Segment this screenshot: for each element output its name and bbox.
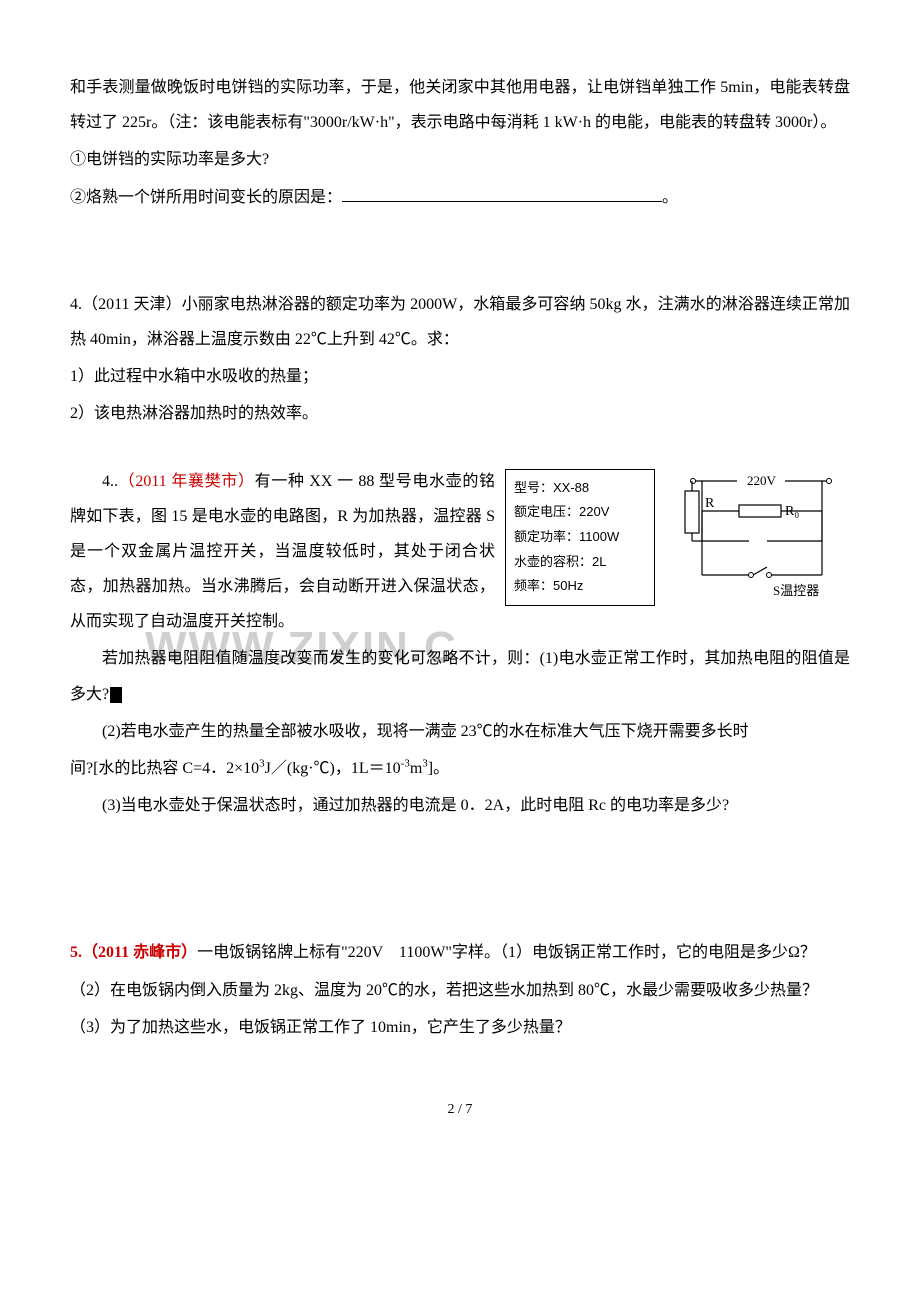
figures-container: 型号：XX-88 额定电压：220V 额定功率：1100W 水壶的容积：2L 频… xyxy=(505,469,850,617)
nameplate-model: 型号：XX-88 xyxy=(514,476,646,501)
text-cursor xyxy=(110,687,122,703)
circuit-svg: 220V R R₀ xyxy=(667,469,847,604)
paragraph-2: ①电饼铛的实际功率是多大? xyxy=(70,142,850,177)
q5-part2: （2）在电饭锅内倒入质量为 2kg、温度为 20℃的水，若把这些水加热到 80℃… xyxy=(70,973,850,1008)
q4-xiangfan-part3: (3)当电水壶处于保温状态时，通过加热器的电流是 0．2A，此时电阻 Rc 的电… xyxy=(70,788,850,823)
q4-xiangfan-year: （2011 年襄樊市） xyxy=(118,473,255,490)
q5-chifeng: 5.（2011 赤峰市）一电饭锅铭牌上标有"220V 1100W"字样。（1）电… xyxy=(70,935,850,970)
circuit-diagram: 220V R R₀ xyxy=(667,469,847,617)
q5-body: 一电饭锅铭牌上标有"220V 1100W"字样。（1）电饭锅正常工作时，它的电阻… xyxy=(197,944,816,961)
spacer xyxy=(70,217,850,287)
power-label: 额定功率： xyxy=(514,529,579,544)
circuit-s-label: S温控器 xyxy=(773,583,819,598)
freq-label: 频率： xyxy=(514,578,553,593)
q4-xiangfan-num: 4.. xyxy=(102,473,118,490)
capacity-value: 2L xyxy=(592,554,606,569)
model-value: XX-88 xyxy=(553,480,589,495)
nameplate-box: 型号：XX-88 额定电压：220V 额定功率：1100W 水壶的容积：2L 频… xyxy=(505,469,655,606)
spacer xyxy=(70,825,850,935)
capacity-label: 水壶的容积： xyxy=(514,554,592,569)
document-content: 和手表测量做晚饭时电饼铛的实际功率，于是，他关闭家中其他用电器，让电饼铛单独工作… xyxy=(70,70,850,1126)
spacer xyxy=(70,434,850,464)
model-label: 型号： xyxy=(514,480,553,495)
q4-tianjin-body: 小丽家电热淋浴器的额定功率为 2000W，水箱最多可容纳 50kg 水，注满水的… xyxy=(70,296,850,348)
q4-xiangfan-body1: 有一种 XX 一 88 型号电水壶的铭牌如下表，图 15 是电水壶的电路图，R … xyxy=(70,473,495,631)
para3-suffix: 。 xyxy=(662,189,678,206)
para3-prefix: ②烙熟一个饼所用时间变长的原因是： xyxy=(70,189,342,206)
q5-part3: （3）为了加热这些水，电饭锅正常工作了 10min，它产生了多少热量？ xyxy=(70,1010,850,1045)
nameplate-power: 额定功率：1100W xyxy=(514,525,646,550)
q4-xiangfan-2a: (2)若电水壶产生的热量全部被水吸收，现将一满壶 23℃的水在标准大气压下烧开需… xyxy=(102,723,749,740)
q4-xiangfan-2b-text: 间?[水的比热容 C=4．2×103J／(kg·℃)，1L＝10-3m3 xyxy=(70,760,428,777)
nameplate-freq: 频率：50Hz xyxy=(514,574,646,599)
voltage-value: 220V xyxy=(579,504,609,519)
paragraph-1: 和手表测量做晚饭时电饼铛的实际功率，于是，他关闭家中其他用电器，让电饼铛单独工作… xyxy=(70,70,850,140)
power-value: 1100W xyxy=(579,529,619,544)
paragraph-3: ②烙熟一个饼所用时间变长的原因是： 。 xyxy=(70,180,850,215)
blank-fill-line xyxy=(342,201,662,202)
circuit-r-label: R xyxy=(705,496,715,511)
nameplate-voltage: 额定电压：220V xyxy=(514,500,646,525)
q4-xiangfan-2c: ]。 xyxy=(428,760,449,777)
q4-tianjin-prefix: 4.（2011 天津） xyxy=(70,296,182,313)
q4-xiangfan-body2-text: 若加热器电阻阻值随温度改变而发生的变化可忽略不计，则：(1)电水壶正常工作时，其… xyxy=(70,650,850,702)
nameplate-capacity: 水壶的容积：2L xyxy=(514,550,646,575)
q4-tianjin-part2: 2）该电热淋浴器加热时的热效率。 xyxy=(70,396,850,431)
q4-xiangfan-body2: 若加热器电阻阻值随温度改变而发生的变化可忽略不计，则：(1)电水壶正常工作时，其… xyxy=(70,641,850,711)
q4-xiangfan-part2b: 间?[水的比热容 C=4．2×103J／(kg·℃)，1L＝10-3m3]。 xyxy=(70,751,850,786)
q4-tianjin-part1: 1）此过程中水箱中水吸收的热量； xyxy=(70,359,850,394)
circuit-voltage-label: 220V xyxy=(747,473,777,488)
voltage-label: 额定电压： xyxy=(514,504,579,519)
q4-xiangfan-part2: (2)若电水壶产生的热量全部被水吸收，现将一满壶 23℃的水在标准大气压下烧开需… xyxy=(70,714,850,749)
q4-tianjin: 4.（2011 天津）小丽家电热淋浴器的额定功率为 2000W，水箱最多可容纳 … xyxy=(70,287,850,357)
q5-prefix: 5.（2011 赤峰市） xyxy=(70,944,197,961)
freq-value: 50Hz xyxy=(553,578,583,593)
page-number: 2 / 7 xyxy=(70,1095,850,1126)
